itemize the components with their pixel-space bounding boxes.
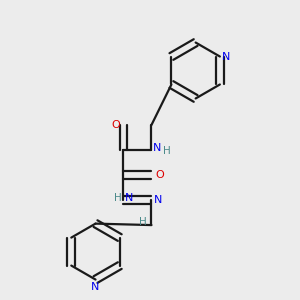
Text: O: O [111, 120, 120, 130]
Text: H: H [140, 217, 147, 227]
Text: N: N [124, 193, 133, 203]
Text: O: O [155, 170, 164, 180]
Text: N: N [91, 282, 100, 292]
Text: H: H [163, 146, 171, 157]
Text: N: N [153, 142, 161, 153]
Text: N: N [222, 52, 230, 61]
Text: N: N [154, 195, 162, 205]
Text: H: H [114, 193, 122, 203]
